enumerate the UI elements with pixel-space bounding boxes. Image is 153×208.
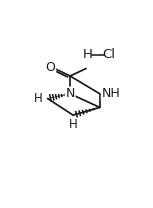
Text: NH: NH [102, 87, 120, 100]
Text: H: H [69, 118, 77, 131]
Text: H: H [34, 92, 43, 105]
Text: H: H [83, 48, 93, 61]
Text: Cl: Cl [103, 48, 116, 61]
Text: O: O [46, 61, 56, 74]
Text: N: N [65, 87, 75, 100]
